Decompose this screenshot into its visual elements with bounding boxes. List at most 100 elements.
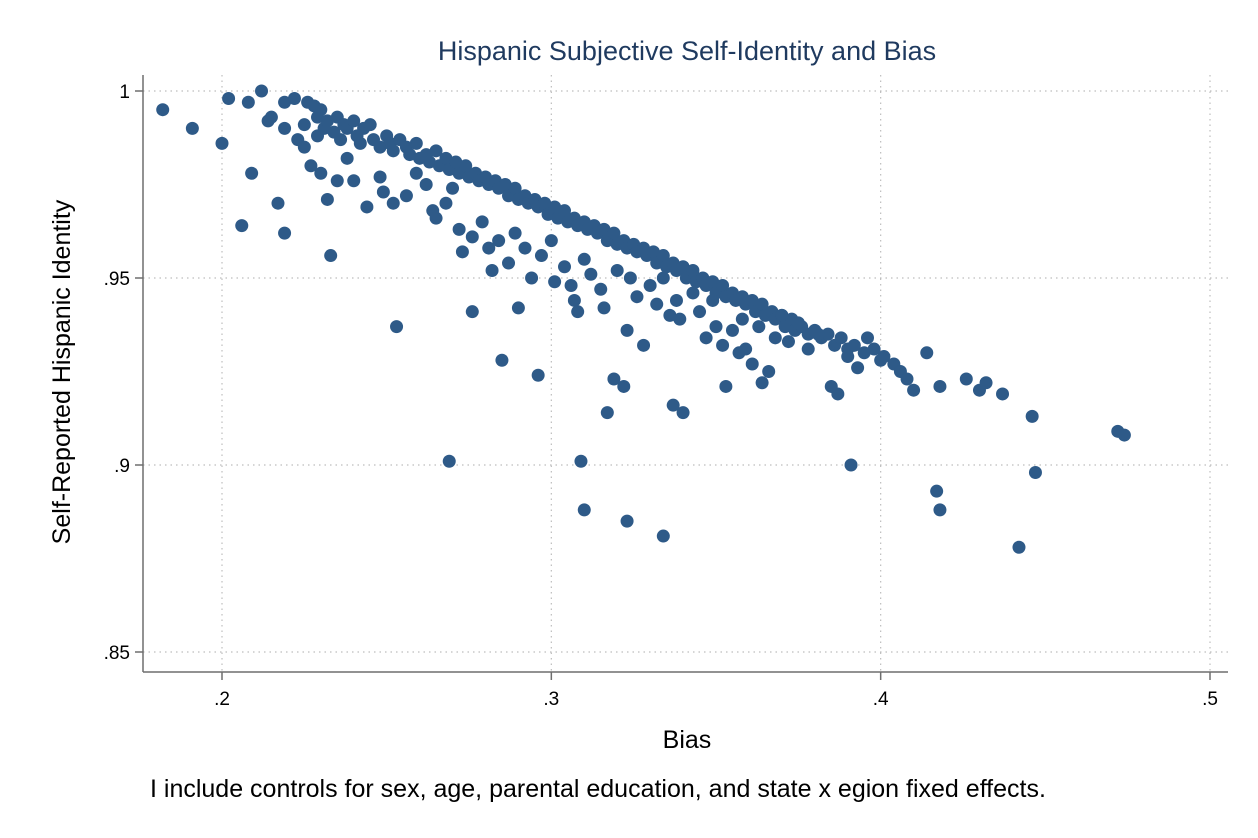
scatter-point bbox=[584, 267, 598, 281]
scatter-point bbox=[297, 118, 311, 132]
scatter-point bbox=[781, 335, 795, 349]
scatter-point bbox=[353, 136, 367, 150]
scatter-point bbox=[525, 271, 539, 285]
scatter-point bbox=[390, 320, 404, 334]
scatter-point bbox=[656, 529, 670, 543]
scatter-point bbox=[831, 387, 845, 401]
scatter-point bbox=[518, 241, 532, 255]
scatter-point bbox=[666, 398, 680, 412]
scatter-point bbox=[502, 256, 516, 270]
scatter-point bbox=[577, 503, 591, 517]
scatter-point bbox=[719, 379, 733, 393]
x-tick-label: .3 bbox=[543, 689, 559, 710]
scatter-point bbox=[996, 387, 1010, 401]
scatter-point bbox=[245, 166, 259, 180]
scatter-point bbox=[446, 181, 460, 195]
scatter-point bbox=[386, 196, 400, 210]
scatter-point bbox=[452, 222, 466, 236]
scatter-point bbox=[373, 140, 387, 154]
scatter-point bbox=[716, 338, 730, 352]
x-tick-label: .5 bbox=[1202, 689, 1218, 710]
scatter-point bbox=[403, 148, 417, 162]
chart-title: Hispanic Subjective Self-Identity and Bi… bbox=[438, 36, 936, 66]
scatter-point bbox=[607, 226, 621, 240]
scatter-point bbox=[844, 458, 858, 472]
scatter-point bbox=[363, 118, 377, 132]
scatter-point bbox=[314, 103, 328, 117]
scatter-point bbox=[745, 357, 759, 371]
scatter-point bbox=[706, 293, 720, 307]
scatter-point bbox=[860, 331, 874, 345]
scatter-point bbox=[610, 264, 624, 278]
scatter-point bbox=[439, 151, 453, 165]
scatter-point bbox=[735, 312, 749, 326]
scatter-point bbox=[409, 136, 423, 150]
scatter-point bbox=[482, 241, 496, 255]
scatter-point bbox=[304, 159, 318, 173]
scatter-point bbox=[297, 140, 311, 154]
scatter-point bbox=[768, 331, 782, 345]
scatter-point bbox=[600, 406, 614, 420]
scatter-point bbox=[439, 196, 453, 210]
scatter-point bbox=[255, 84, 269, 98]
scatter-point bbox=[597, 222, 611, 236]
scatter-point bbox=[475, 215, 489, 229]
scatter-point bbox=[739, 342, 753, 356]
scatter-point bbox=[399, 189, 413, 203]
scatter-point bbox=[920, 346, 934, 360]
scatter-point bbox=[623, 271, 637, 285]
scatter-point bbox=[347, 114, 361, 128]
scatter-point bbox=[686, 264, 700, 278]
scatter-point bbox=[360, 200, 374, 214]
scatter-point bbox=[801, 342, 815, 356]
scatter-point bbox=[324, 249, 338, 263]
scatter-point bbox=[752, 320, 766, 334]
scatter-point bbox=[716, 278, 730, 292]
scatter-point bbox=[511, 301, 525, 315]
scatter-point bbox=[646, 245, 660, 259]
scatter-point bbox=[900, 372, 914, 386]
scatter-point bbox=[314, 166, 328, 180]
scatter-point bbox=[669, 293, 683, 307]
y-tick-label: .9 bbox=[114, 456, 130, 477]
scatter-point bbox=[278, 226, 292, 240]
x-axis-label: Bias bbox=[663, 726, 712, 754]
scatter-point bbox=[508, 226, 522, 240]
scatter-point bbox=[851, 361, 865, 375]
scatter-point bbox=[643, 278, 657, 292]
scatter-point bbox=[597, 301, 611, 315]
scatter-point bbox=[571, 305, 585, 319]
scatter-point bbox=[330, 174, 344, 188]
scatter-point bbox=[1025, 409, 1039, 423]
scatter-point bbox=[637, 338, 651, 352]
scatter-points bbox=[156, 84, 1131, 554]
scatter-point bbox=[485, 264, 499, 278]
scatter-point bbox=[979, 376, 993, 390]
scatter-point bbox=[775, 308, 789, 322]
scatter-point bbox=[577, 252, 591, 266]
scatter-point bbox=[656, 249, 670, 263]
scatter-point bbox=[907, 383, 921, 397]
scatter-point bbox=[656, 271, 670, 285]
scatter-point bbox=[492, 234, 506, 248]
scatter-point bbox=[495, 353, 509, 367]
scatter-point bbox=[933, 379, 947, 393]
scatter-point bbox=[340, 151, 354, 165]
scatter-point bbox=[650, 297, 664, 311]
gridlines bbox=[143, 75, 1228, 672]
scatter-point bbox=[271, 196, 285, 210]
scatter-point bbox=[574, 454, 588, 468]
scatter-point bbox=[241, 95, 255, 109]
y-tick-label: .95 bbox=[104, 269, 130, 290]
scatter-point bbox=[320, 192, 334, 206]
axis-ticks: .85 .9 .95 1 .2 .3 .4 .5 bbox=[104, 82, 1218, 710]
scatter-point bbox=[706, 275, 720, 289]
scatter-point bbox=[699, 331, 713, 345]
scatter-point bbox=[1117, 428, 1131, 442]
scatter-point bbox=[429, 211, 443, 225]
scatter-point bbox=[663, 308, 677, 322]
scatter-point bbox=[673, 312, 687, 326]
scatter-point bbox=[867, 342, 881, 356]
scatter-point bbox=[874, 353, 888, 367]
